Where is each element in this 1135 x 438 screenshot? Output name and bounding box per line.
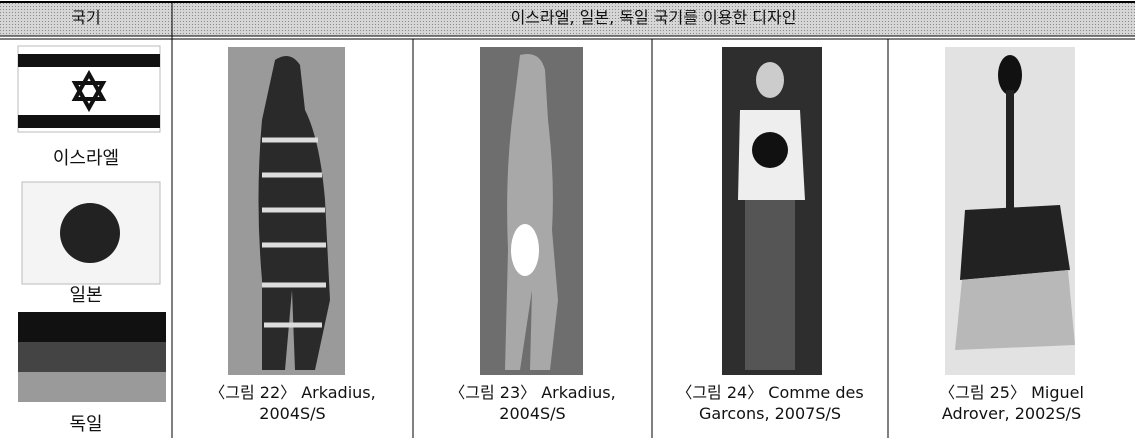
israel-flag [17,45,161,133]
photo-1 [228,47,345,375]
caption: 〈그림 23〉 Arkadius, 2004S/S [413,382,652,424]
caption-line: Garcons, 2007S/S [698,404,842,423]
caption-line: Adrover, 2002S/S [941,404,1082,423]
caption-line: 〈그림 23〉 Arkadius, [449,383,616,402]
photo-4 [945,47,1075,375]
japan-flag [21,181,161,285]
flag-label: 독일 [69,414,103,435]
photo-2 [480,47,583,375]
header-cell: 국기 [71,8,101,27]
caption-line: 2004S/S [499,404,566,423]
caption-line: 〈그림 24〉 Comme des [676,383,864,402]
header-cell: 이스라엘, 일본, 독일 국기를 이용한 디자인 [510,8,797,27]
header-background [0,2,1135,36]
caption-line: 〈그림 22〉 Arkadius, [209,383,376,402]
flag-label: 일본 [69,285,103,306]
photo-3 [722,47,822,375]
caption-line: 〈그림 25〉 Miguel [939,383,1084,402]
caption: 〈그림 24〉 Comme des Garcons, 2007S/S [652,382,888,424]
flag-label: 이스라엘 [52,148,120,169]
caption: 〈그림 25〉 Miguel Adrover, 2002S/S [888,382,1135,424]
germany-flag [18,312,166,402]
caption: 〈그림 22〉 Arkadius, 2004S/S [172,382,413,424]
caption-line: 2004S/S [259,404,326,423]
